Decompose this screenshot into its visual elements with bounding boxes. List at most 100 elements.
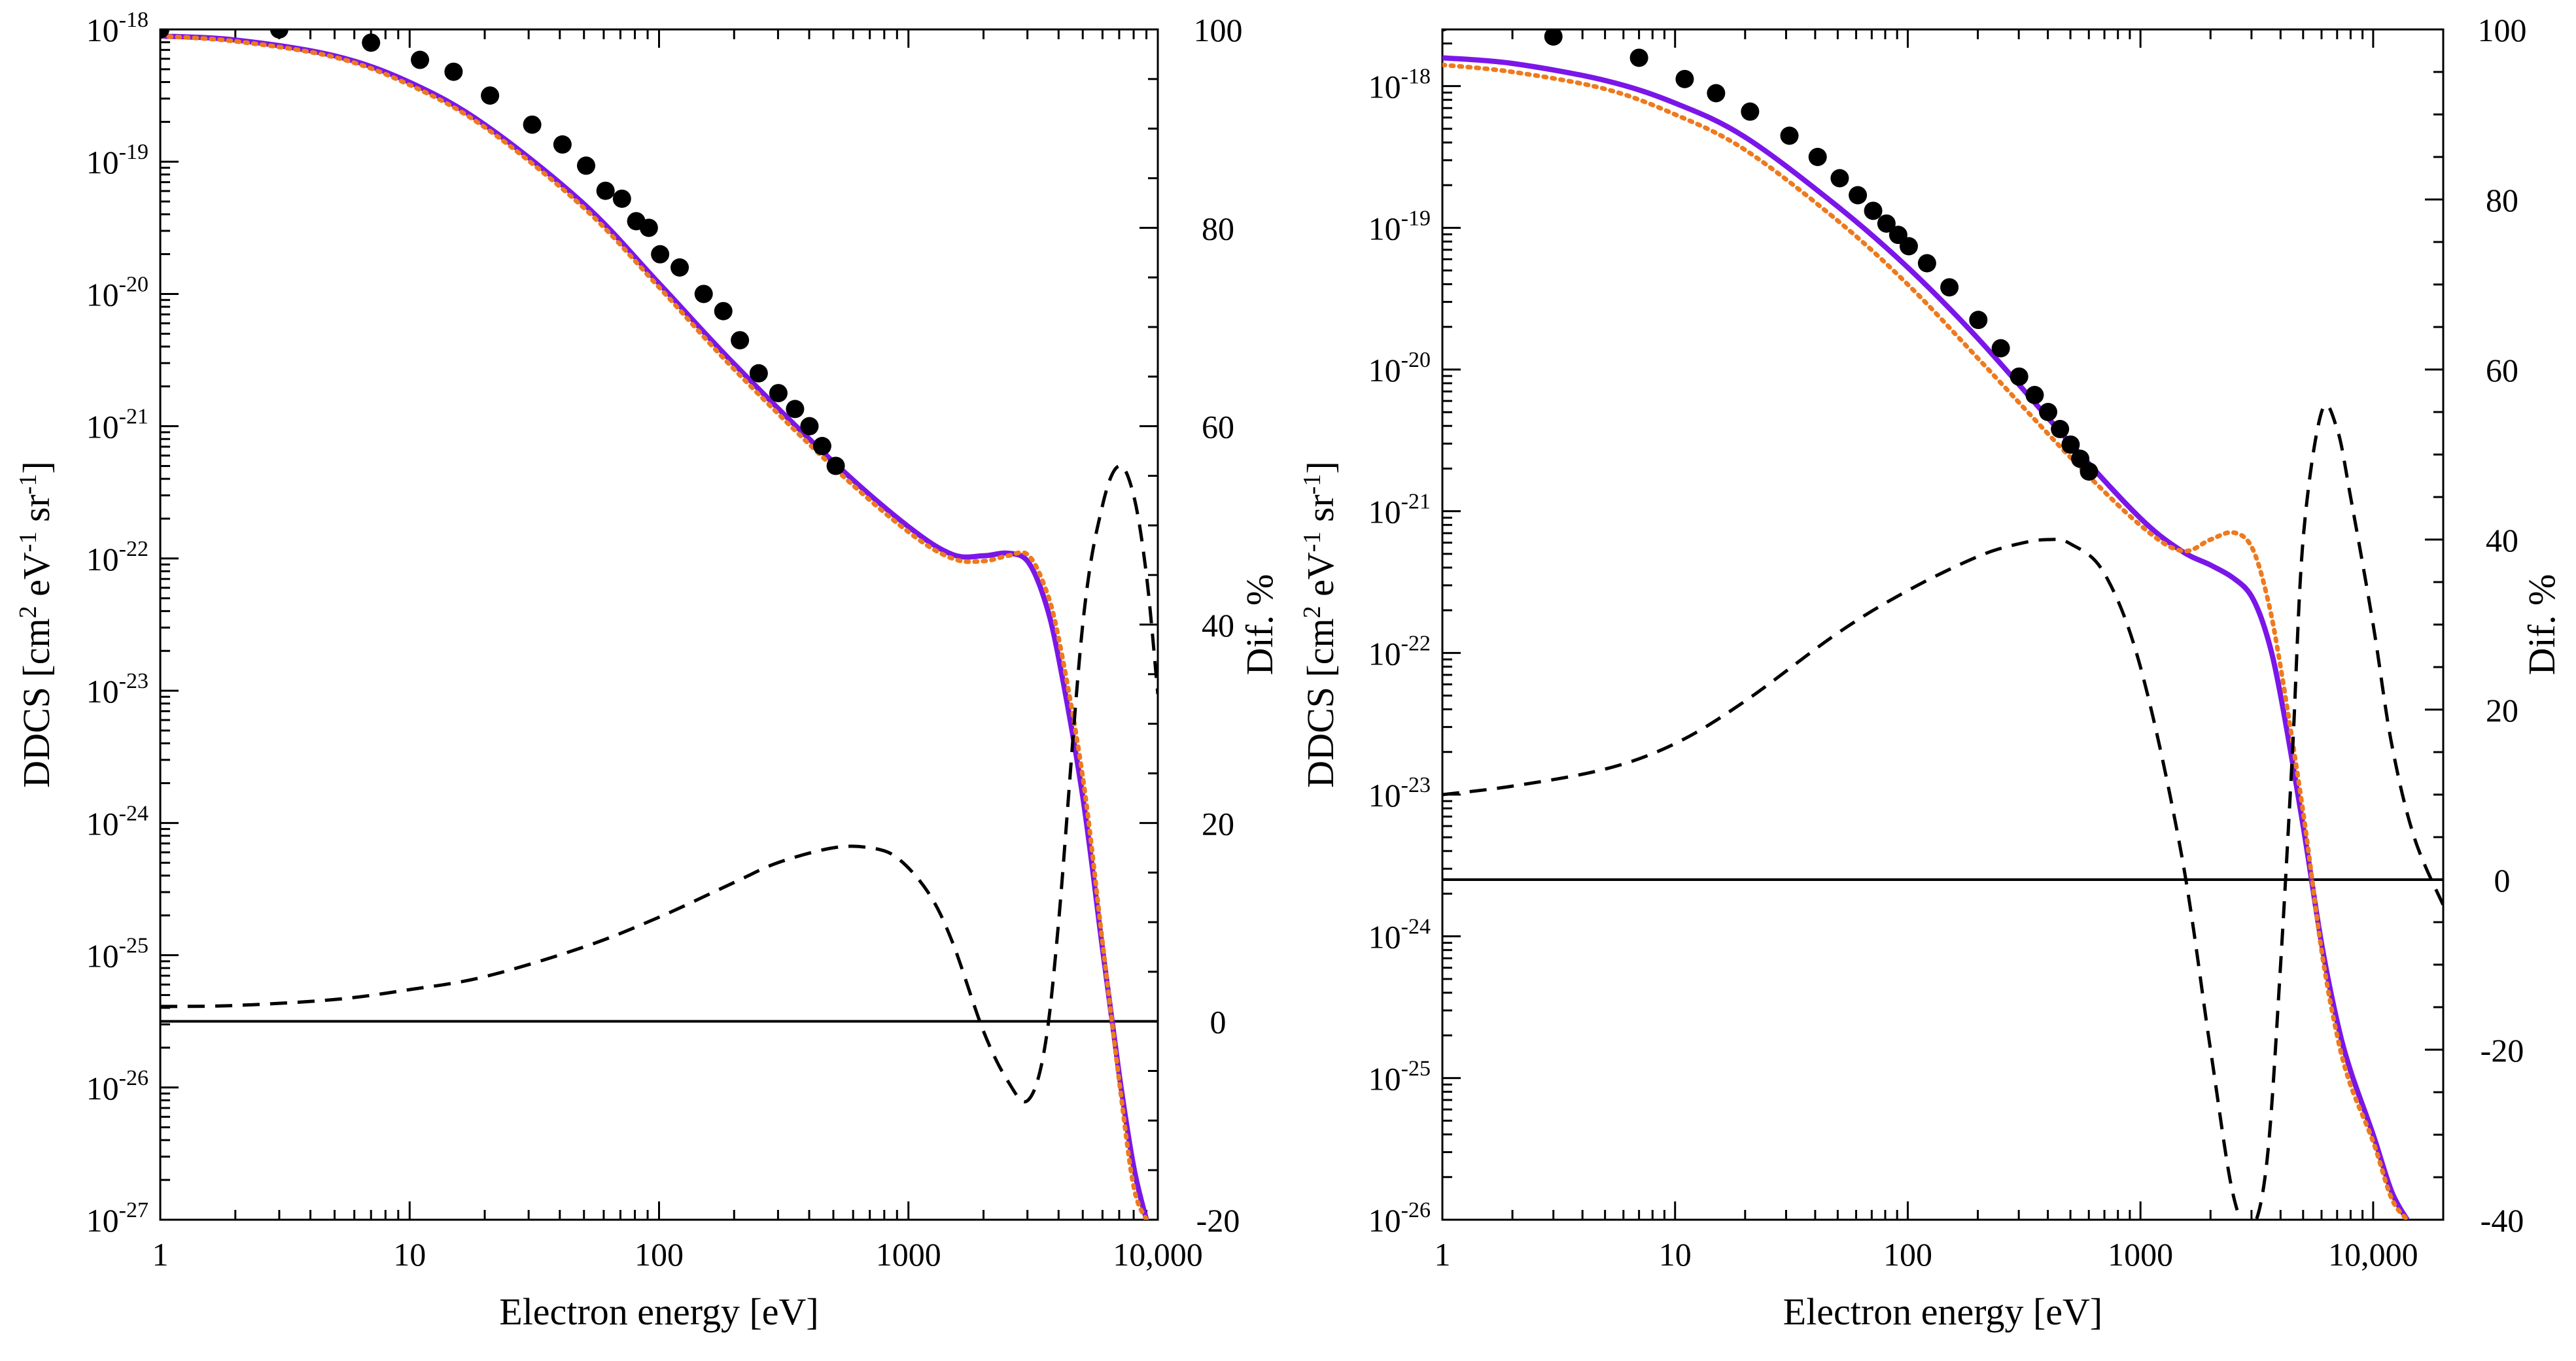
- y-tick-label: 10-23: [1368, 773, 1431, 814]
- experiment-point: [731, 331, 750, 350]
- difference-dashed-curve: [1442, 403, 2443, 1220]
- data-layer: [160, 29, 1158, 1220]
- x-tick-label: 100: [635, 1236, 684, 1273]
- experiment-point: [1780, 126, 1799, 145]
- experiment-point: [596, 181, 615, 200]
- experiment-point: [553, 135, 572, 154]
- experiment-point: [694, 284, 713, 303]
- y-tick-label: 10-20: [1368, 348, 1431, 388]
- x-tick-label: 1: [152, 1236, 169, 1273]
- x-axis-title: Electron energy [eV]: [499, 1290, 818, 1333]
- experiment-point: [714, 301, 733, 320]
- experiment-point: [1808, 148, 1827, 166]
- experiment-point: [1442, 29, 1448, 32]
- experiment-point: [2039, 403, 2058, 421]
- y2-tick-label: 40: [1202, 607, 1234, 644]
- experiment-point: [2025, 386, 2044, 404]
- plot-frame: [1441, 28, 2445, 1221]
- left-panel: 1 10 100 1000 10,00010-1810-1910-2010-2110-2…: [14, 8, 1281, 1333]
- y-tick-label: 10-21: [1368, 490, 1431, 530]
- y2-tick-label: 60: [2486, 352, 2518, 388]
- y-axis-title: DDCS [cm2 eV-1 sr-1]: [14, 461, 58, 788]
- experiment-point: [786, 400, 805, 419]
- y2-tick-label: 60: [1202, 409, 1234, 445]
- experiment-point: [1917, 254, 1936, 273]
- experiment-point: [523, 115, 542, 134]
- data-layer: [1442, 29, 2443, 1220]
- y-tick-label: 10-24: [1368, 915, 1431, 956]
- y-tick-label: 10-25: [86, 934, 148, 974]
- y-tick-label: 10-26: [86, 1066, 148, 1107]
- y2-tick-label: 0: [2494, 862, 2511, 899]
- y2-tick-label: -20: [2480, 1032, 2524, 1069]
- x-tick-label: 100: [1883, 1236, 1932, 1273]
- y2-axis-title: Dif. %: [2520, 574, 2563, 676]
- x-tick-label: 10: [393, 1236, 426, 1273]
- experiment-point: [2051, 420, 2070, 438]
- experiment-point: [160, 29, 169, 39]
- theory-a-solid-curve: [160, 33, 1149, 1220]
- x-tick-label: 10,000: [1113, 1236, 1203, 1273]
- y2-tick-label: 20: [2486, 692, 2518, 729]
- y-tick-label: 10-23: [86, 669, 148, 710]
- experiment-point: [1877, 214, 1896, 233]
- experiment-point: [1830, 169, 1849, 188]
- y2-tick-label: -20: [1196, 1202, 1240, 1239]
- x-tick-label: 10,000: [2328, 1236, 2418, 1273]
- experiment-point: [1991, 339, 2010, 358]
- experiment-point: [1741, 102, 1760, 121]
- experiment-point: [1675, 69, 1694, 88]
- y2-tick-label: 20: [1202, 805, 1234, 842]
- y-tick-label: 10-21: [86, 405, 148, 445]
- experiment-point: [2061, 435, 2080, 454]
- experiment-point: [270, 29, 288, 39]
- experiment-point: [362, 33, 381, 52]
- experiment-point: [1544, 29, 1563, 46]
- experiment-point: [639, 218, 658, 237]
- theory-b-dotted-curve: [160, 33, 1149, 1220]
- experiment-point: [1899, 237, 1918, 256]
- difference-dashed-curve: [160, 464, 1158, 1104]
- experiment-point: [749, 364, 768, 383]
- experiment-point: [612, 189, 631, 208]
- y-tick-label: 10-27: [86, 1198, 148, 1239]
- experiment-point: [826, 457, 845, 475]
- experiment-point: [1629, 48, 1648, 67]
- experiment-point: [1940, 278, 1959, 297]
- y-tick-label: 10-22: [1368, 631, 1431, 672]
- x-tick-label: 10: [1659, 1236, 1692, 1273]
- experiment-point: [1849, 186, 1868, 205]
- y2-tick-label: 100: [2478, 12, 2527, 48]
- experiment-point: [2071, 449, 2090, 468]
- experiment-point: [812, 437, 831, 455]
- experiment-point: [800, 417, 819, 436]
- y-tick-label: 10-25: [1368, 1056, 1431, 1097]
- y-tick-label: 10-24: [86, 801, 148, 842]
- x-axis-title: Electron energy [eV]: [1783, 1290, 2102, 1333]
- y2-tick-label: 80: [1202, 210, 1234, 247]
- experiment-point: [651, 245, 670, 264]
- y-tick-label: 10-18: [86, 8, 148, 48]
- experiment-point: [1864, 201, 1883, 220]
- experiment-point: [2080, 462, 2098, 481]
- x-tick-label: 1000: [2108, 1236, 2173, 1273]
- y2-tick-label: 0: [1210, 1004, 1227, 1041]
- y2-tick-label: -40: [2480, 1202, 2524, 1239]
- y-axis-title: DDCS [cm2 eV-1 sr-1]: [1298, 461, 1342, 788]
- experiment-point: [1707, 84, 1726, 103]
- y-tick-label: 10-20: [86, 272, 148, 313]
- theory-a-solid-curve: [1442, 55, 2410, 1220]
- experiment-point: [2010, 367, 2028, 386]
- y2-axis-title: Dif. %: [1238, 574, 1281, 676]
- experiment-point: [411, 50, 430, 69]
- experiment-point: [769, 384, 788, 403]
- y2-tick-label: 100: [1194, 12, 1243, 48]
- y-tick-label: 10-26: [1368, 1198, 1431, 1239]
- experiment-point: [577, 156, 596, 175]
- plot-frame: [159, 28, 1159, 1221]
- experiment-point: [481, 86, 500, 105]
- right-panel: 1 10 100 1000 10,00010-1810-1910-2010-2110-2…: [1298, 12, 2563, 1333]
- experiment-point: [444, 62, 463, 81]
- y2-tick-label: 40: [2486, 522, 2518, 559]
